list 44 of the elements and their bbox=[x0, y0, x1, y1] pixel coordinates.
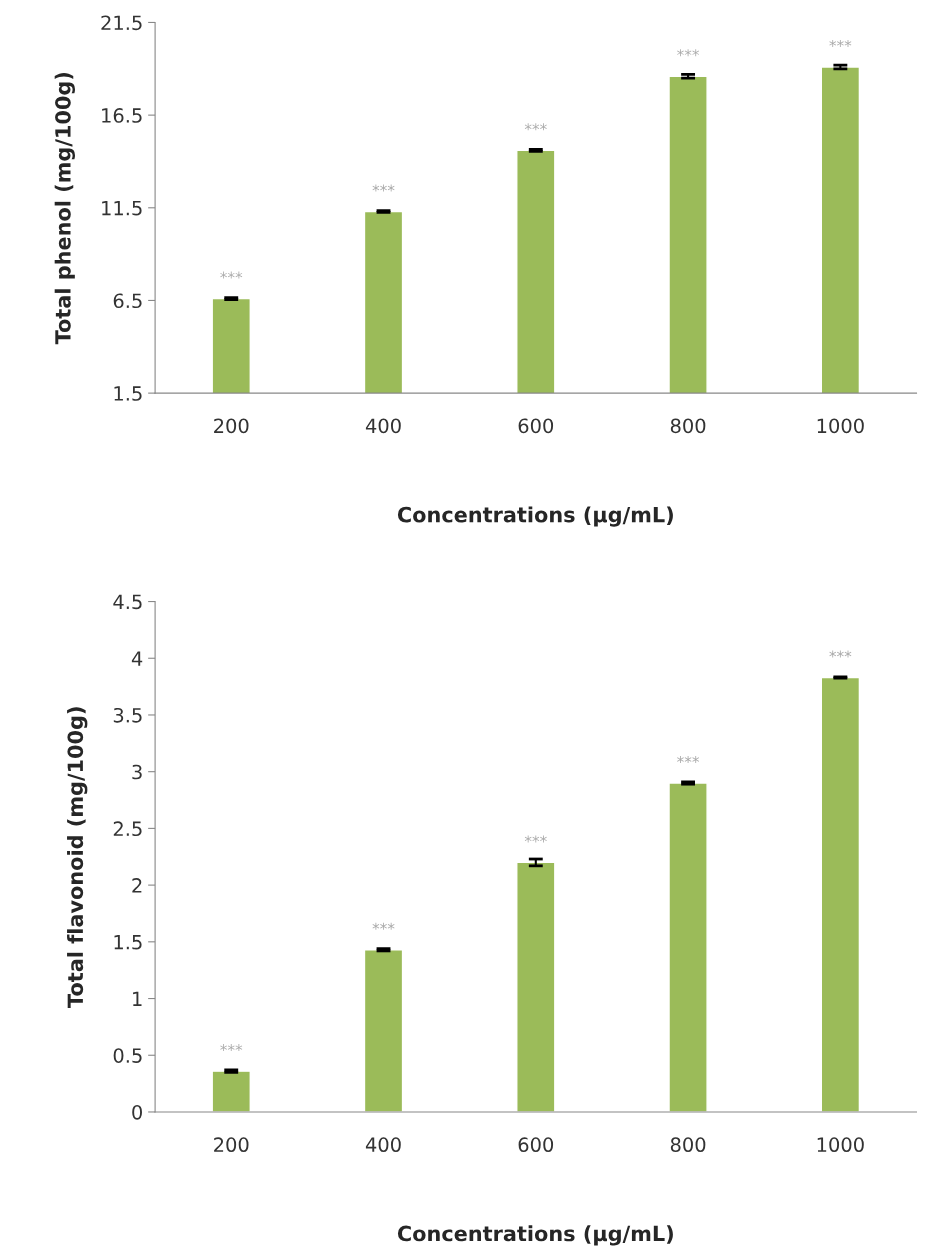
y-tick-label: 1.5 bbox=[114, 386, 142, 401]
y-tick-label: 2.5 bbox=[113, 821, 142, 837]
annotation: *** bbox=[524, 835, 547, 843]
y-tick-label: 6.5 bbox=[113, 293, 142, 309]
y-tick-label: 3 bbox=[132, 764, 142, 780]
annotation: *** bbox=[372, 922, 395, 930]
x-tick-label: 400 bbox=[365, 418, 401, 434]
y-tick-label: 4 bbox=[131, 651, 143, 666]
x-tick-label: 200 bbox=[214, 1137, 249, 1153]
annotation: *** bbox=[829, 39, 852, 47]
x-tick-label: 600 bbox=[518, 1137, 554, 1153]
annotation: *** bbox=[220, 271, 243, 279]
y-tick-label: 21.5 bbox=[101, 15, 142, 31]
y-tick-label: 3.5 bbox=[113, 707, 142, 723]
bar bbox=[363, 949, 404, 1112]
y-tick-label: 11.5 bbox=[102, 201, 142, 216]
y-tick-label: 4.5 bbox=[113, 594, 142, 610]
annotation: *** bbox=[524, 123, 547, 131]
y-axis-title: Total phenol (mg/100g) bbox=[54, 72, 75, 345]
y-tick-label: 0.5 bbox=[113, 1048, 142, 1063]
bar bbox=[211, 1070, 251, 1112]
annotation: *** bbox=[372, 184, 395, 192]
y-tick-label: 1 bbox=[133, 991, 142, 1006]
x-tick-label: 800 bbox=[670, 1137, 706, 1153]
y-tick-label: 2 bbox=[132, 878, 142, 893]
y-tick-label: 0 bbox=[132, 1104, 142, 1120]
y-tick-label: 1.5 bbox=[114, 935, 142, 950]
x-tick-label: 800 bbox=[670, 418, 706, 434]
x-tick-label: 400 bbox=[365, 1137, 401, 1153]
y-axis-title: Total flavonoid (mg/100g) bbox=[67, 707, 88, 1008]
annotation: *** bbox=[220, 1044, 243, 1052]
bar bbox=[668, 782, 708, 1112]
x-tick-label: 1000 bbox=[817, 1137, 864, 1153]
bar bbox=[516, 861, 556, 1112]
y-tick-label: 16.5 bbox=[102, 108, 142, 123]
x-axis-title: Concentrations (μg/mL) bbox=[397, 1225, 673, 1246]
x-axis-title: Concentrations (μg/mL) bbox=[397, 506, 673, 527]
bar bbox=[820, 676, 861, 1112]
x-tick-label: 200 bbox=[214, 418, 249, 434]
annotation: *** bbox=[677, 49, 700, 57]
annotation: *** bbox=[677, 756, 700, 763]
x-tick-label: 1000 bbox=[817, 418, 864, 434]
annotation: *** bbox=[829, 650, 852, 658]
x-tick-label: 600 bbox=[518, 418, 554, 434]
